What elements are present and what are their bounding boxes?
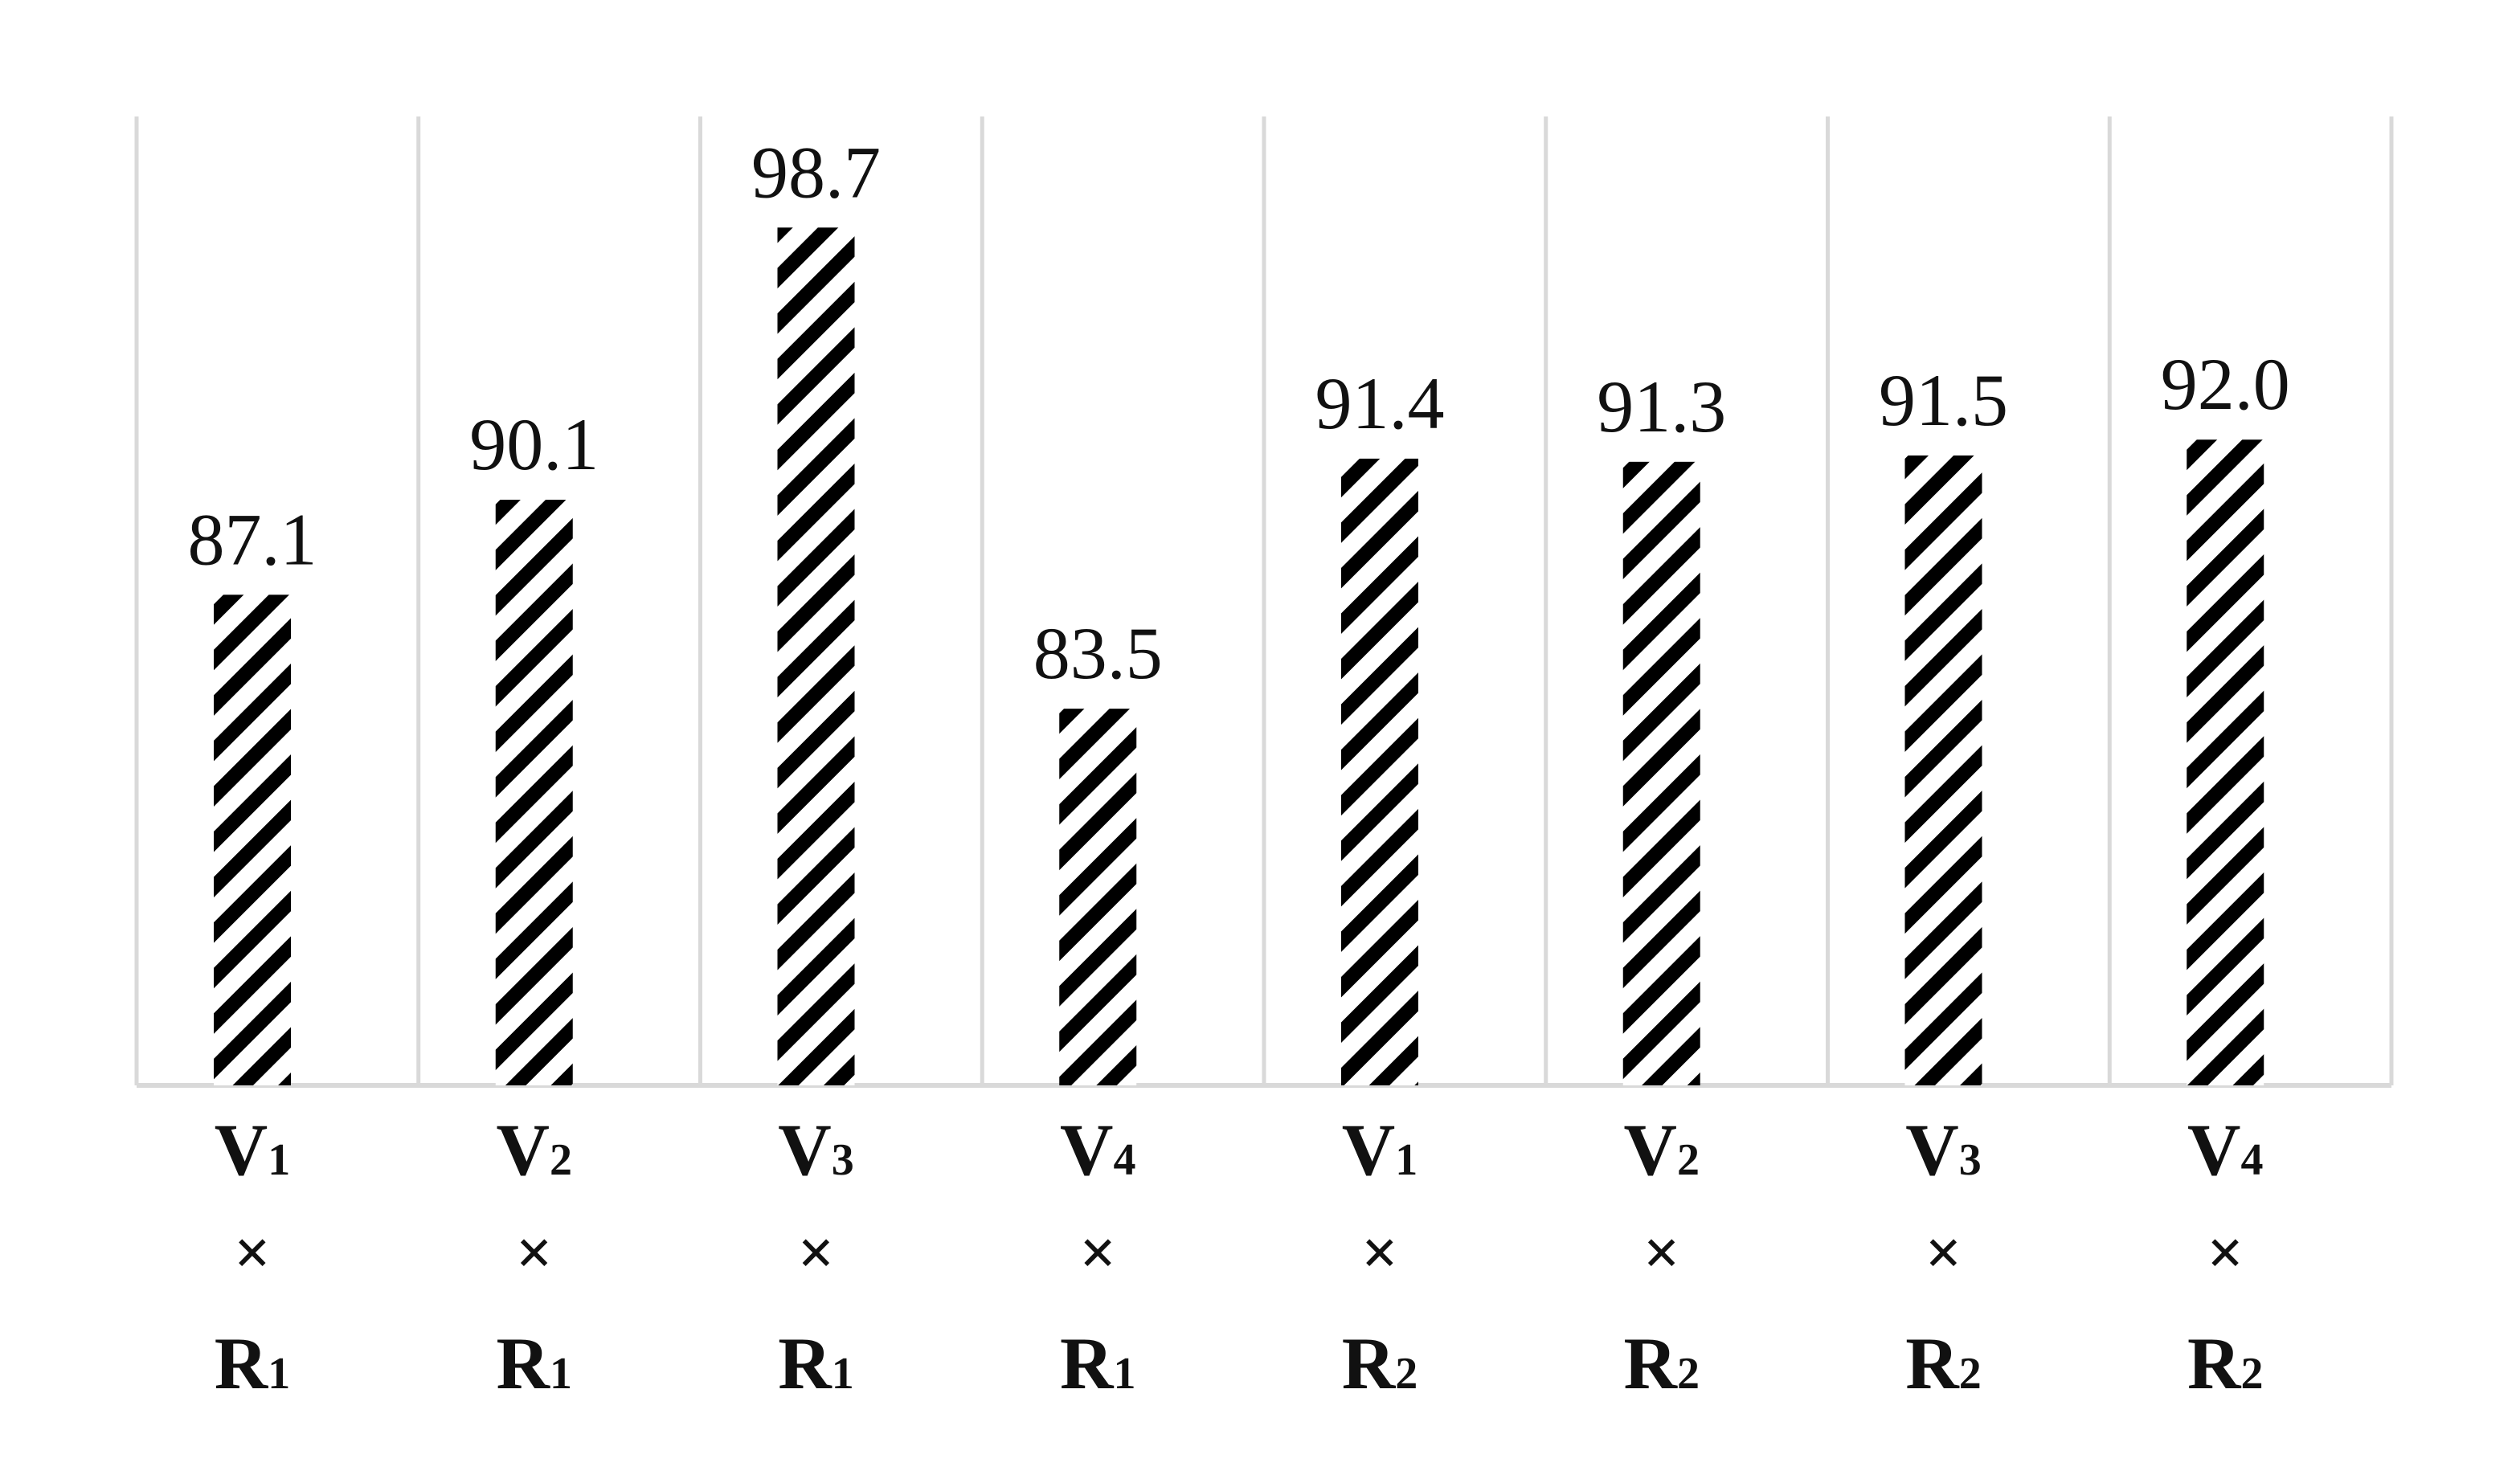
- category-label-mid: ×: [1643, 1218, 1680, 1289]
- data-label: 87.1: [188, 498, 317, 580]
- bar: [214, 595, 291, 1085]
- category-label-bottom: R1: [1060, 1322, 1135, 1404]
- category-label-bottom: R2: [1342, 1322, 1418, 1404]
- data-label: 98.7: [751, 131, 881, 213]
- category-label-top: V3: [778, 1109, 853, 1191]
- category-label-top: V2: [497, 1109, 572, 1191]
- bar: [495, 500, 573, 1085]
- category-label-bottom: R2: [1905, 1322, 1981, 1404]
- category-label-mid: ×: [1361, 1218, 1398, 1289]
- category-label-mid: ×: [2207, 1218, 2244, 1289]
- data-label: 90.1: [469, 403, 599, 485]
- data-label: 92.0: [2161, 343, 2290, 425]
- category-label-mid: ×: [1925, 1218, 1962, 1289]
- category-label-mid: ×: [234, 1218, 271, 1289]
- category-label-bottom: R1: [778, 1322, 853, 1404]
- category-label-top: V4: [1060, 1109, 1135, 1191]
- category-label-top: V1: [1342, 1109, 1418, 1191]
- data-label: 91.5: [1879, 359, 2008, 441]
- category-label-mid: ×: [516, 1218, 553, 1289]
- category-label-top: V1: [215, 1109, 290, 1191]
- data-label: 83.5: [1033, 612, 1163, 694]
- category-label-top: V2: [1624, 1109, 1700, 1191]
- category-label-bottom: R2: [2187, 1322, 2263, 1404]
- bar-layer: [214, 227, 2264, 1085]
- category-label-mid: ×: [1079, 1218, 1116, 1289]
- category-label-bottom: R1: [497, 1322, 572, 1404]
- category-label-layer: V1 × R1 V2 × R1 V3 × R1 V4 × R1 V1 × R2 V2 × R2 V3 × R2 V4 × R2: [215, 1109, 2264, 1404]
- bar: [1904, 455, 1982, 1085]
- bar: [2187, 439, 2264, 1085]
- category-label-top: V4: [2187, 1109, 2263, 1191]
- bar: [777, 227, 855, 1085]
- data-label: 91.4: [1315, 362, 1445, 444]
- bar: [1622, 461, 1700, 1085]
- grid-layer: [134, 116, 2394, 1088]
- category-label-mid: ×: [798, 1218, 835, 1289]
- bar: [1059, 709, 1137, 1085]
- category-label-bottom: R1: [215, 1322, 290, 1404]
- value-label-layer: 87.1 90.1 98.7 83.5 91.4 91.3 91.5 92.0: [188, 131, 2290, 694]
- data-label: 91.3: [1597, 366, 1726, 447]
- bar: [1341, 458, 1418, 1085]
- category-label-top: V3: [1905, 1109, 1981, 1191]
- category-label-bottom: R2: [1624, 1322, 1700, 1404]
